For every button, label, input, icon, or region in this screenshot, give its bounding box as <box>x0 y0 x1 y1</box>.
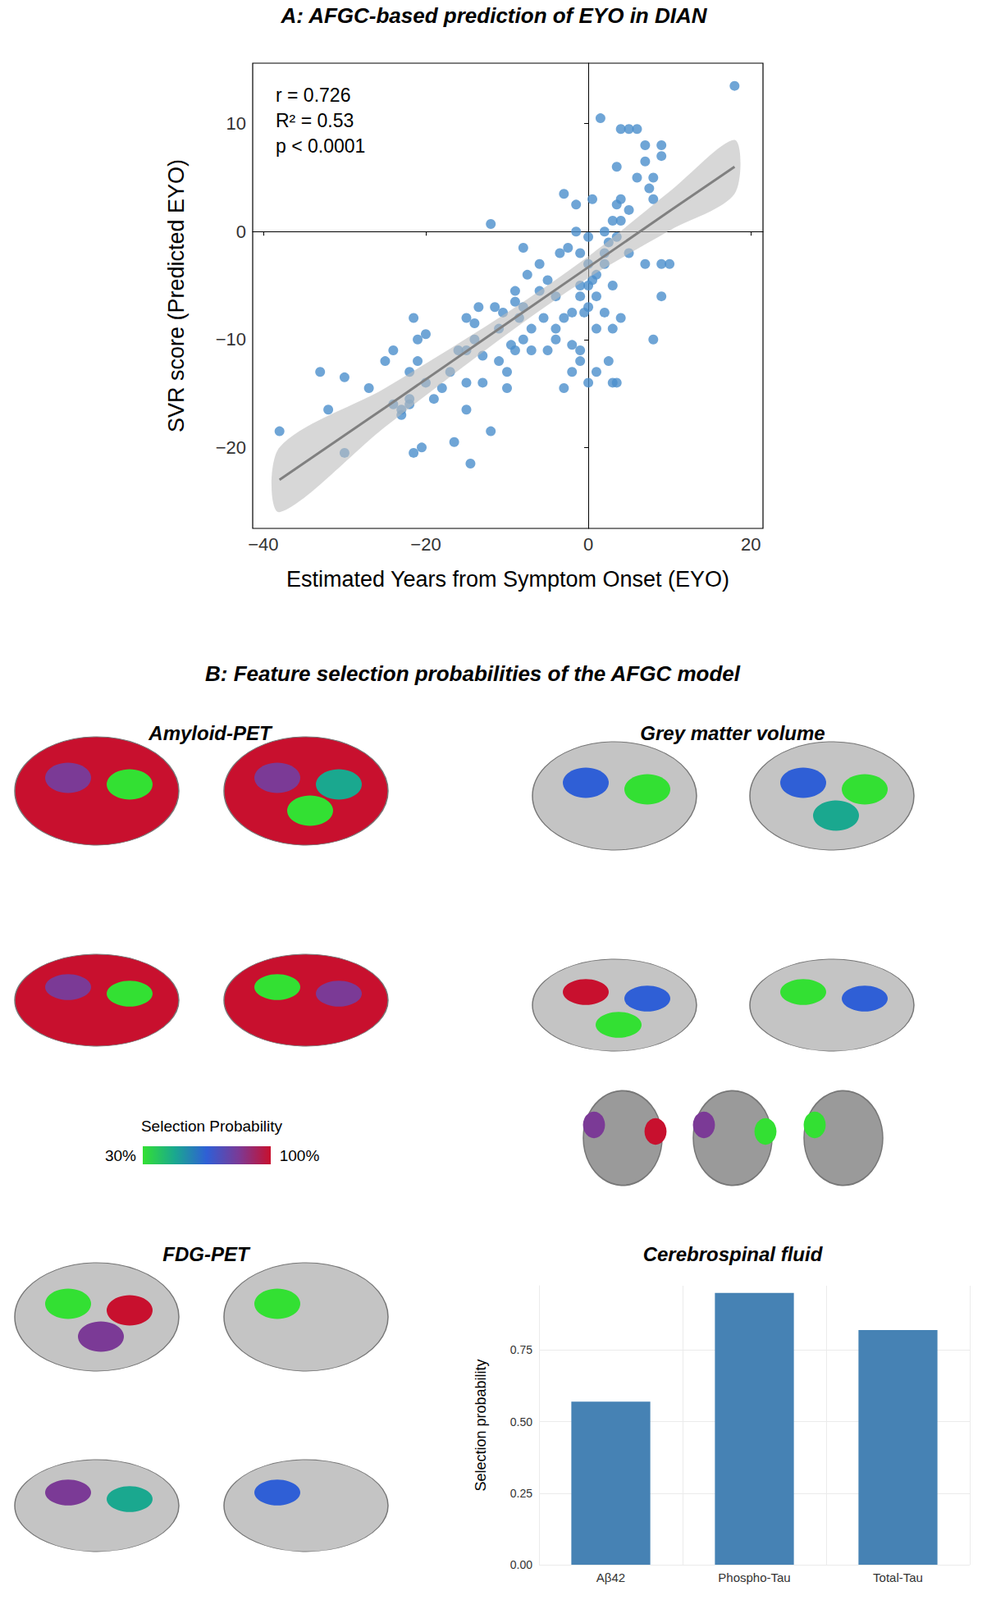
svg-text:30%: 30% <box>105 1146 137 1165</box>
svg-text:Estimated Years from Symptom O: Estimated Years from Symptom Onset (EYO) <box>286 566 730 592</box>
svg-text:Grey matter volume: Grey matter volume <box>639 721 825 745</box>
svg-text:B: Feature selection probabili: B: Feature selection probabilities of th… <box>205 661 741 686</box>
svg-text:0.75: 0.75 <box>510 1343 533 1357</box>
svg-text:0.00: 0.00 <box>510 1557 533 1572</box>
svg-text:10: 10 <box>226 113 247 134</box>
svg-text:R² = 0.53: R² = 0.53 <box>275 109 354 132</box>
svg-text:0: 0 <box>583 534 594 555</box>
svg-text:A: AFGC-based prediction of EY: A: AFGC-based prediction of EYO in DIAN <box>279 3 708 28</box>
svg-text:SVR score (Predicted EYO): SVR score (Predicted EYO) <box>164 159 189 433</box>
svg-text:0.50: 0.50 <box>510 1415 533 1429</box>
svg-text:Total-Tau: Total-Tau <box>872 1570 923 1585</box>
svg-text:0.25: 0.25 <box>510 1486 533 1500</box>
svg-text:Selection Probability: Selection Probability <box>141 1117 284 1135</box>
svg-text:Phospho-Tau: Phospho-Tau <box>717 1570 791 1585</box>
svg-text:−10: −10 <box>215 328 247 350</box>
svg-text:−20: −20 <box>215 437 247 458</box>
svg-text:r = 0.726: r = 0.726 <box>275 84 351 106</box>
svg-text:Amyloid-PET: Amyloid-PET <box>147 721 274 745</box>
svg-text:0: 0 <box>236 221 247 243</box>
svg-text:p < 0.0001: p < 0.0001 <box>275 135 366 157</box>
svg-text:20: 20 <box>740 534 761 555</box>
svg-text:FDG-PET: FDG-PET <box>162 1242 252 1266</box>
svg-text:100%: 100% <box>279 1146 320 1165</box>
svg-text:Cerebrospinal fluid: Cerebrospinal fluid <box>643 1242 824 1266</box>
svg-text:Aβ42: Aβ42 <box>596 1570 626 1585</box>
svg-text:−40: −40 <box>247 534 279 555</box>
svg-text:Selection probability: Selection probability <box>472 1358 489 1491</box>
svg-text:−20: −20 <box>410 534 441 555</box>
